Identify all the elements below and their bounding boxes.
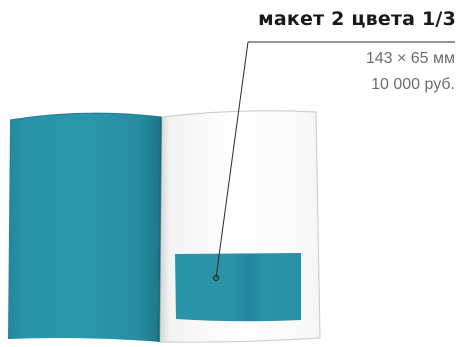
product-title: макет 2 цвета 1/3	[258, 8, 456, 30]
spine-shadow	[158, 117, 162, 342]
left-page-edge	[9, 112, 163, 121]
price-label: 10 000 руб.	[371, 76, 455, 93]
leader-dot	[212, 274, 220, 282]
ad-block	[175, 253, 301, 322]
leader-line	[215, 41, 249, 279]
left-page	[8, 113, 162, 343]
dimensions-label: 143 × 65 мм	[365, 50, 455, 67]
